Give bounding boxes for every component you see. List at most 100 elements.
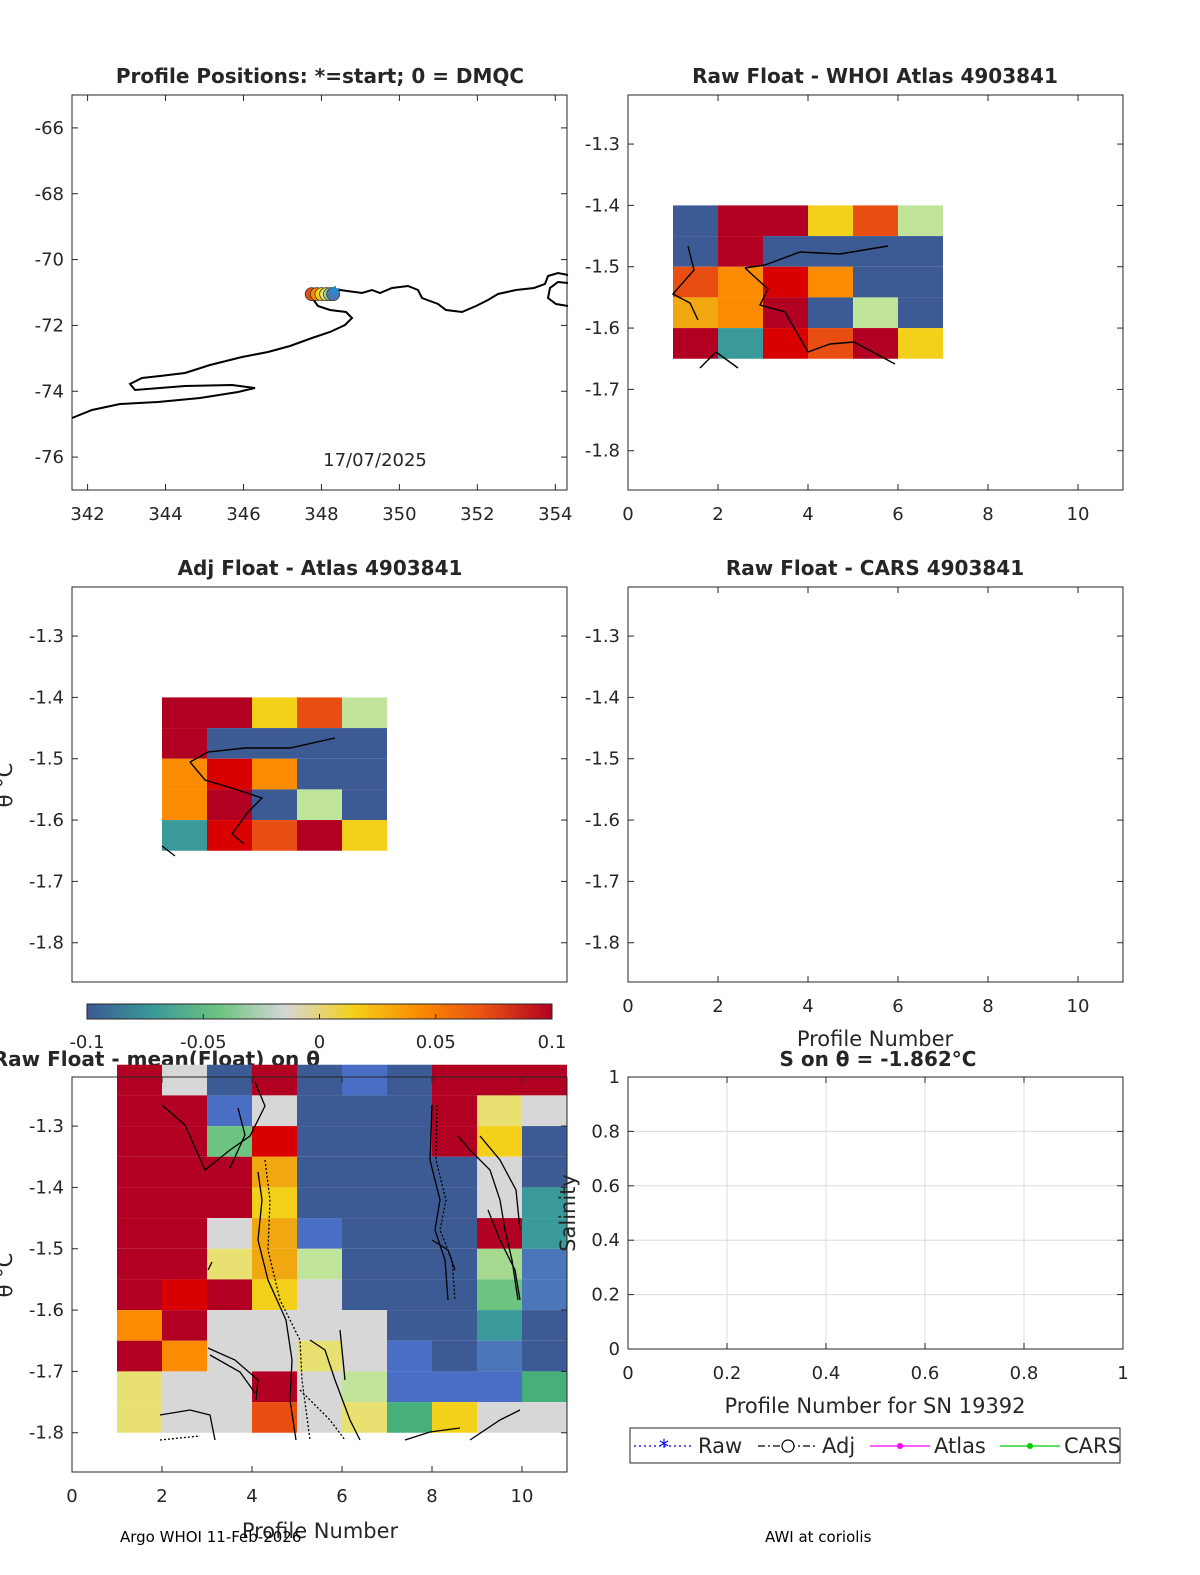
heatmap-cell (207, 1095, 252, 1127)
heatmap-cell (117, 1248, 162, 1280)
footer-left: Argo WHOI 11-Feb-2026 (120, 1528, 301, 1546)
y-tick-label: 0.4 (591, 1230, 620, 1251)
heatmap-cell (297, 820, 342, 851)
heatmap-cell (117, 1064, 162, 1096)
heatmap-cell (207, 1402, 252, 1433)
heatmap-cell (117, 1402, 162, 1433)
heatmap-cell (342, 1310, 387, 1341)
heatmap-cell (162, 1064, 207, 1096)
heatmap-cell (387, 1218, 432, 1249)
heatmap-cell (117, 1156, 162, 1188)
y-tick-label: -1.4 (29, 1177, 64, 1198)
x-tick-label: 1 (1117, 1363, 1128, 1384)
heatmap-cell (432, 1095, 477, 1127)
x-tick-label: 344 (148, 504, 182, 525)
y-tick-label: 0.6 (591, 1176, 620, 1197)
footer-right: AWI at coriolis (765, 1528, 872, 1546)
x-tick-label: 342 (70, 504, 104, 525)
heatmap-cell (477, 1156, 522, 1188)
y-tick-label: 0.8 (591, 1121, 620, 1142)
map-date-label: 17/07/2025 (323, 450, 427, 471)
heatmap-cell (252, 758, 297, 790)
y-tick-label: -1.3 (29, 626, 64, 647)
legend-marker (897, 1443, 903, 1449)
salinity-y-ticks: 0 0.2 0.4 0.6 0.8 1 (591, 1067, 1123, 1360)
heatmap-cell (898, 328, 943, 359)
y-tick-label: -1.4 (585, 195, 620, 216)
legend-label: Adj (822, 1434, 855, 1458)
heatmap-cell (297, 1156, 342, 1188)
heatmap-cell (252, 820, 297, 851)
heatmap-cell (342, 1156, 387, 1188)
heatmap-cell (898, 205, 943, 237)
adj-atlas-title: Adj Float - Atlas 4903841 (178, 556, 463, 580)
raw-mean-panel: Raw Float - mean(Float) on θ 0 2 4 6 8 10 (0, 1047, 568, 1543)
heatmap-cell (853, 266, 898, 298)
heatmap-cell (297, 1310, 342, 1341)
raw-whoi-axes (627, 94, 1124, 491)
heatmap-cell (387, 1248, 432, 1280)
x-tick-label: 348 (304, 504, 338, 525)
heatmap-cell (477, 1279, 522, 1311)
heatmap-cell (297, 1218, 342, 1249)
heatmap-cell (673, 266, 718, 298)
y-tick-label: -1.5 (29, 1239, 64, 1260)
heatmap-cell (117, 1340, 162, 1372)
profile-markers: * (304, 282, 341, 306)
heatmap-cell (387, 1095, 432, 1127)
heatmap-cell (252, 1187, 297, 1219)
y-tick-label: -72 (35, 315, 64, 336)
x-tick-label: 2 (712, 996, 723, 1017)
heatmap-cell (207, 1279, 252, 1311)
heatmap-cell (297, 1095, 342, 1127)
raw-cars-panel: Raw Float - CARS 4903841 0 2 4 6 8 10 -1.3-1.… (585, 556, 1124, 1051)
x-tick-label: 0.8 (1010, 1363, 1039, 1384)
x-tick-label: 0 (622, 996, 633, 1017)
colorbar-tick-label: 0 (314, 1032, 325, 1053)
y-tick-label: -1.6 (585, 810, 620, 831)
y-tick-label: -1.6 (29, 1300, 64, 1321)
heatmap-cell (432, 1340, 477, 1372)
heatmap-cell (898, 266, 943, 298)
heatmap-cell (297, 728, 342, 759)
heatmap-cell (808, 236, 853, 267)
x-tick-label: 6 (892, 504, 903, 525)
legend-marker: * (659, 1435, 669, 1459)
heatmap-cell (207, 758, 252, 790)
y-tick-label: 0.2 (591, 1285, 620, 1306)
heatmap-cell (387, 1187, 432, 1219)
y-tick-label: -1.6 (585, 318, 620, 339)
heatmap-cell (207, 1371, 252, 1403)
heatmap-cell (673, 297, 718, 329)
heatmap-cell (808, 266, 853, 298)
legend-marker (781, 1439, 795, 1453)
raw-whoi-cells (673, 205, 943, 359)
map-title: Profile Positions: *=start; 0 = DMQC (116, 64, 524, 88)
heatmap-cell (207, 820, 252, 851)
raw-cars-xlabel: Profile Number (797, 1027, 954, 1051)
heatmap-cell (162, 728, 207, 759)
x-tick-label: 0 (622, 504, 633, 525)
heatmap-cell (252, 1156, 297, 1188)
heatmap-cell (387, 1402, 432, 1433)
x-tick-label: 4 (802, 996, 813, 1017)
raw-mean-cells (117, 1064, 567, 1433)
map-y-ticks: -66 -68 -70 -72 -74 -76 (35, 118, 567, 468)
heatmap-cell (673, 328, 718, 359)
heatmap-cell (117, 1126, 162, 1157)
heatmap-cell (477, 1371, 522, 1403)
heatmap-cell (522, 1402, 567, 1433)
y-tick-label: -1.4 (29, 687, 64, 708)
salinity-grid (627, 1076, 1124, 1350)
heatmap-cell (207, 1187, 252, 1219)
heatmap-cell (297, 1064, 342, 1096)
x-tick-label: 4 (802, 504, 813, 525)
heatmap-cell (117, 1187, 162, 1219)
heatmap-cell (297, 1187, 342, 1219)
adj-atlas-contours (161, 737, 336, 857)
heatmap-cell (297, 1126, 342, 1157)
heatmap-cell (763, 205, 808, 237)
coastline (71, 271, 569, 419)
x-tick-label: 354 (538, 504, 572, 525)
map-x-ticks: 342 344 346 348 350 352 354 (70, 95, 572, 525)
